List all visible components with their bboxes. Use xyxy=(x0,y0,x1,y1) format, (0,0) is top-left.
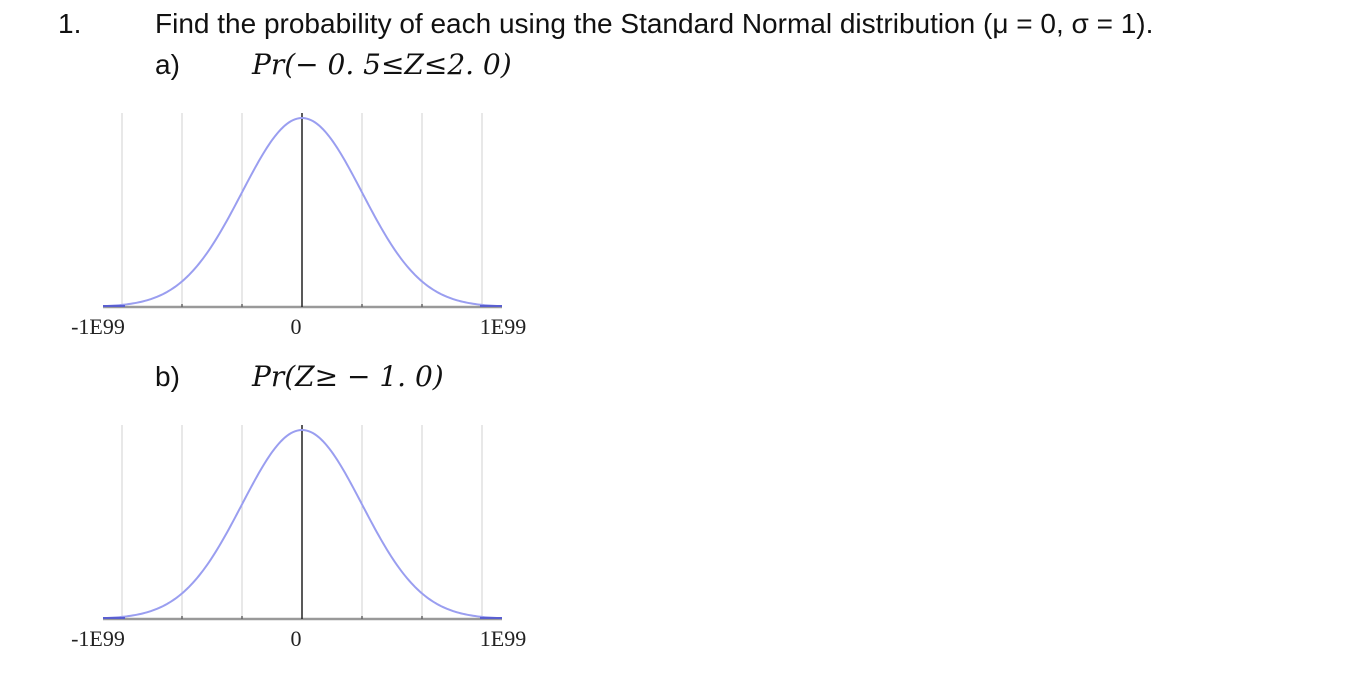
normal-curve xyxy=(102,429,502,620)
part-label: b) xyxy=(155,361,180,392)
part-label: a) xyxy=(155,49,180,80)
math-expression: Pr(Z≥ − 1. 0) xyxy=(251,360,444,393)
axis-label: -1E99 xyxy=(71,626,125,651)
question-number: 1. xyxy=(58,8,81,39)
axis-label: 1E99 xyxy=(480,626,526,651)
axis-label: 0 xyxy=(291,314,302,339)
axis-label: 1E99 xyxy=(480,314,526,339)
axis-label: -1E99 xyxy=(71,314,125,339)
math-expression: Pr(− 0. 5≤Z≤2. 0) xyxy=(251,48,512,81)
axis-label: 0 xyxy=(291,626,302,651)
question-text: Find the probability of each using the S… xyxy=(155,8,1153,39)
normal-curve xyxy=(102,117,502,308)
